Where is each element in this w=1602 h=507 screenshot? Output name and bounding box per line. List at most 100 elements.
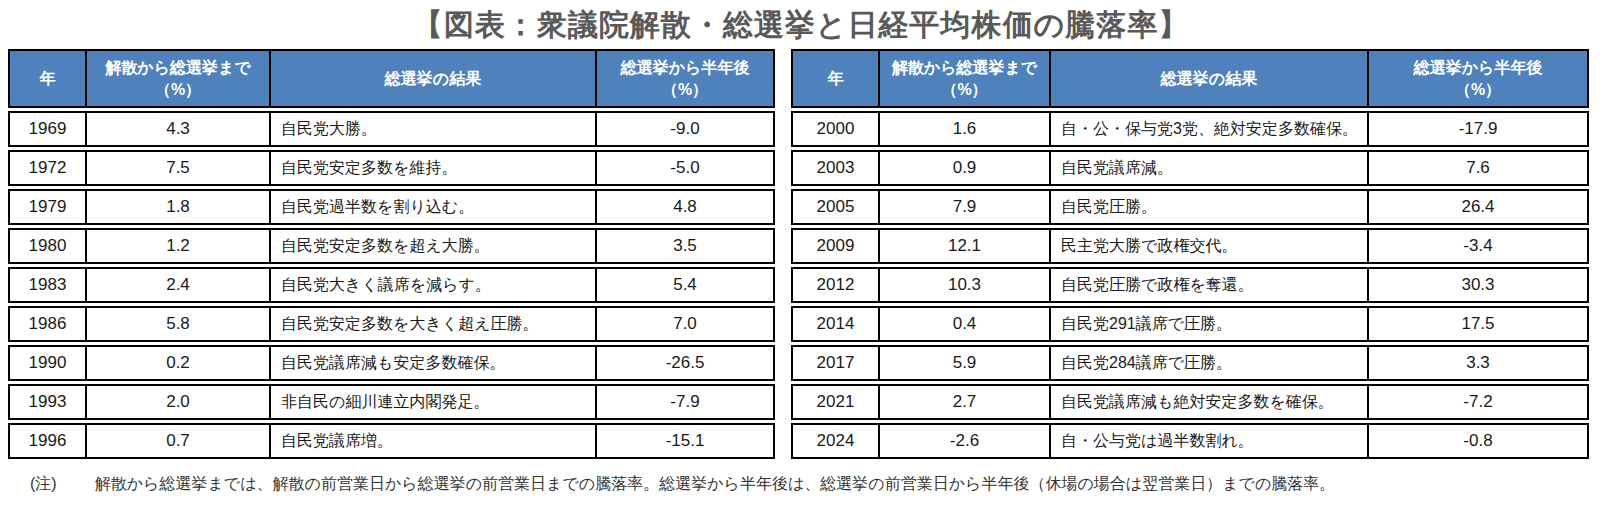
- dissolution-change-cell: 12.1: [880, 230, 1051, 262]
- half-year-change-cell: -3.4: [1369, 230, 1587, 262]
- table-row: 20175.9自民党284議席で圧勝。3.3: [791, 345, 1589, 381]
- dissolution-change-cell: 7.9: [880, 191, 1051, 223]
- table-row: 2024-2.6自・公与党は過半数割れ。-0.8: [791, 423, 1589, 459]
- result-cell: 自民党安定多数を大きく超え圧勝。: [271, 308, 597, 340]
- half-year-change-cell: 3.5: [597, 230, 773, 262]
- column-header-dissolution-to-election: 解散から総選挙まで （%）: [87, 51, 271, 106]
- result-cell: 自民党圧勝で政権を奪還。: [1051, 269, 1369, 301]
- table-row: 19960.7自民党議席増。-15.1: [8, 423, 775, 459]
- table-row: 19932.0非自民の細川連立内閣発足。-7.9: [8, 384, 775, 420]
- year-cell: 1993: [10, 386, 87, 418]
- half-year-change-cell: -7.2: [1369, 386, 1587, 418]
- page-title: 【図表：衆議院解散・総選挙と日経平均株価の騰落率】: [0, 0, 1602, 43]
- dissolution-change-cell: 1.8: [87, 191, 271, 223]
- dissolution-change-cell: 0.7: [87, 425, 271, 457]
- result-cell: 自民党291議席で圧勝。: [1051, 308, 1369, 340]
- half-year-change-cell: -26.5: [597, 347, 773, 379]
- dissolution-change-cell: 1.6: [880, 113, 1051, 145]
- result-cell: 非自民の細川連立内閣発足。: [271, 386, 597, 418]
- dissolution-change-cell: 7.5: [87, 152, 271, 184]
- year-cell: 2000: [793, 113, 880, 145]
- column-header-half-year-after: 総選挙から半年後 （%）: [597, 51, 773, 106]
- table-row: 20212.7自民党議席減も絶対安定多数を確保。-7.2: [791, 384, 1589, 420]
- result-cell: 自民党議席減も安定多数確保。: [271, 347, 597, 379]
- dissolution-change-cell: 0.9: [880, 152, 1051, 184]
- column-header-dissolution-to-election: 解散から総選挙まで （%）: [880, 51, 1051, 106]
- result-cell: 自民党議席減も絶対安定多数を確保。: [1051, 386, 1369, 418]
- election-table-2000-2024: 年解散から総選挙まで （%）総選挙の結果総選挙から半年後 （%）20001.6自…: [791, 49, 1589, 462]
- table-row: 201210.3自民党圧勝で政権を奪還。30.3: [791, 267, 1589, 303]
- column-header-year: 年: [793, 51, 880, 106]
- half-year-change-cell: 7.6: [1369, 152, 1587, 184]
- footnote-label: (注): [30, 474, 57, 495]
- result-cell: 自民党圧勝。: [1051, 191, 1369, 223]
- half-year-change-cell: 7.0: [597, 308, 773, 340]
- tables-container: 年解散から総選挙まで （%）総選挙の結果総選挙から半年後 （%）19694.3自…: [8, 49, 1602, 462]
- dissolution-change-cell: 4.3: [87, 113, 271, 145]
- column-header-half-year-after: 総選挙から半年後 （%）: [1369, 51, 1587, 106]
- table-row: 19832.4自民党大きく議席を減らす。5.4: [8, 267, 775, 303]
- half-year-change-cell: -15.1: [597, 425, 773, 457]
- dissolution-change-cell: 0.4: [880, 308, 1051, 340]
- result-cell: 自民党安定多数を超え大勝。: [271, 230, 597, 262]
- result-cell: 民主党大勝で政権交代。: [1051, 230, 1369, 262]
- table-row: 20057.9自民党圧勝。26.4: [791, 189, 1589, 225]
- half-year-change-cell: -5.0: [597, 152, 773, 184]
- year-cell: 2003: [793, 152, 880, 184]
- table-row: 20001.6自・公・保与党3党、絶対安定多数確保。-17.9: [791, 111, 1589, 147]
- election-table-1969-1996: 年解散から総選挙まで （%）総選挙の結果総選挙から半年後 （%）19694.3自…: [8, 49, 775, 462]
- table-row: 19801.2自民党安定多数を超え大勝。3.5: [8, 228, 775, 264]
- year-cell: 2012: [793, 269, 880, 301]
- half-year-change-cell: 3.3: [1369, 347, 1587, 379]
- table-header-row: 年解散から総選挙まで （%）総選挙の結果総選挙から半年後 （%）: [8, 49, 775, 108]
- table-row: 20140.4自民党291議席で圧勝。17.5: [791, 306, 1589, 342]
- half-year-change-cell: 4.8: [597, 191, 773, 223]
- result-cell: 自民党議席増。: [271, 425, 597, 457]
- year-cell: 2005: [793, 191, 880, 223]
- half-year-change-cell: -9.0: [597, 113, 773, 145]
- dissolution-change-cell: -2.6: [880, 425, 1051, 457]
- result-cell: 自民党284議席で圧勝。: [1051, 347, 1369, 379]
- dissolution-change-cell: 2.4: [87, 269, 271, 301]
- table-row: 19727.5自民党安定多数を維持。-5.0: [8, 150, 775, 186]
- year-cell: 1986: [10, 308, 87, 340]
- dissolution-change-cell: 5.8: [87, 308, 271, 340]
- year-cell: 2017: [793, 347, 880, 379]
- footnote-text: 解散から総選挙までは、解散の前営業日から総選挙の前営業日までの騰落率。総選挙から…: [95, 474, 1336, 495]
- year-cell: 1979: [10, 191, 87, 223]
- dissolution-change-cell: 0.2: [87, 347, 271, 379]
- year-cell: 1983: [10, 269, 87, 301]
- result-cell: 自・公・保与党3党、絶対安定多数確保。: [1051, 113, 1369, 145]
- year-cell: 1969: [10, 113, 87, 145]
- table-row: 19865.8自民党安定多数を大きく超え圧勝。7.0: [8, 306, 775, 342]
- dissolution-change-cell: 1.2: [87, 230, 271, 262]
- table-header-row: 年解散から総選挙まで （%）総選挙の結果総選挙から半年後 （%）: [791, 49, 1589, 108]
- year-cell: 2021: [793, 386, 880, 418]
- result-cell: 自民党大勝。: [271, 113, 597, 145]
- year-cell: 2009: [793, 230, 880, 262]
- result-cell: 自民党安定多数を維持。: [271, 152, 597, 184]
- table-row: 19791.8自民党過半数を割り込む。4.8: [8, 189, 775, 225]
- half-year-change-cell: 30.3: [1369, 269, 1587, 301]
- half-year-change-cell: -7.9: [597, 386, 773, 418]
- footnote: (注) 解散から総選挙までは、解散の前営業日から総選挙の前営業日までの騰落率。総…: [30, 474, 1602, 495]
- year-cell: 1972: [10, 152, 87, 184]
- dissolution-change-cell: 10.3: [880, 269, 1051, 301]
- half-year-change-cell: 26.4: [1369, 191, 1587, 223]
- half-year-change-cell: -0.8: [1369, 425, 1587, 457]
- result-cell: 自民党大きく議席を減らす。: [271, 269, 597, 301]
- half-year-change-cell: 5.4: [597, 269, 773, 301]
- year-cell: 1980: [10, 230, 87, 262]
- result-cell: 自民党議席減。: [1051, 152, 1369, 184]
- column-header-election-result: 総選挙の結果: [1051, 51, 1369, 106]
- half-year-change-cell: -17.9: [1369, 113, 1587, 145]
- dissolution-change-cell: 2.7: [880, 386, 1051, 418]
- year-cell: 2014: [793, 308, 880, 340]
- dissolution-change-cell: 2.0: [87, 386, 271, 418]
- table-row: 19900.2自民党議席減も安定多数確保。-26.5: [8, 345, 775, 381]
- year-cell: 1996: [10, 425, 87, 457]
- table-row: 19694.3自民党大勝。-9.0: [8, 111, 775, 147]
- year-cell: 1990: [10, 347, 87, 379]
- table-row: 20030.9自民党議席減。7.6: [791, 150, 1589, 186]
- result-cell: 自民党過半数を割り込む。: [271, 191, 597, 223]
